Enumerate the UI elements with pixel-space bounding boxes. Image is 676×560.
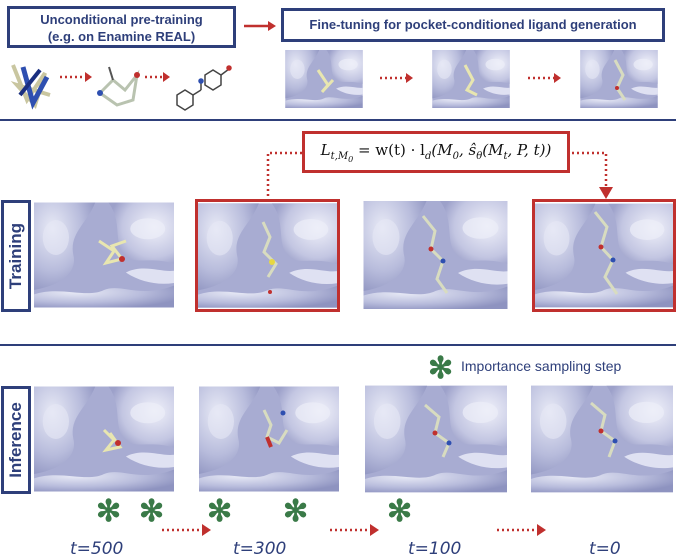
finetuning-box: Fine-tuning for pocket-conditioned ligan… bbox=[281, 8, 665, 42]
pretraining-box: Unconditional pre-training (e.g. on Enam… bbox=[7, 6, 236, 48]
importance-sampling-step-icon: ✻ bbox=[387, 495, 413, 528]
pretraining-title: Unconditional pre-training bbox=[40, 12, 203, 27]
dotted-arrow-1 bbox=[60, 72, 92, 82]
training-panel-4 bbox=[532, 199, 676, 312]
finetune-arrow-2 bbox=[528, 73, 561, 83]
training-panel-3 bbox=[363, 201, 508, 309]
importance-sampling-legend-label: Importance sampling step bbox=[461, 358, 622, 374]
timestep-label-t300: t=300 bbox=[233, 539, 287, 559]
training-panel-2 bbox=[195, 199, 340, 312]
training-label: Training bbox=[6, 222, 25, 290]
importance-sampling-legend-icon: ✻ bbox=[428, 352, 454, 385]
training-section-label: Training bbox=[1, 200, 31, 312]
importance-sampling-step-icon: ✻ bbox=[283, 495, 309, 528]
loss-formula-box: Lt,M0 = w(t) · ld(M0, ŝθ(Mt, P, t)) bbox=[302, 131, 570, 173]
finetune-panel-1 bbox=[285, 50, 363, 108]
inference-arrow-3 bbox=[497, 524, 546, 536]
formula-connectors bbox=[266, 151, 613, 199]
inference-arrow-2 bbox=[330, 524, 379, 536]
inference-panel-t500 bbox=[34, 386, 174, 492]
dotted-arrow-2 bbox=[145, 72, 170, 82]
noisy-molecule-icon bbox=[10, 64, 51, 110]
inference-arrow-1 bbox=[162, 524, 211, 536]
importance-sampling-step-icon: ✻ bbox=[207, 495, 233, 528]
inference-section-label: Inference bbox=[1, 386, 31, 494]
importance-sampling-step-icon: ✻ bbox=[96, 495, 122, 528]
pretrain-to-finetune-arrow bbox=[244, 21, 276, 31]
inference-panel-t100 bbox=[365, 385, 507, 493]
importance-sampling-step-icon: ✻ bbox=[139, 495, 165, 528]
timestep-label-t100: t=100 bbox=[408, 539, 462, 559]
timestep-label-t0: t=0 bbox=[589, 539, 621, 559]
middle-divider bbox=[0, 344, 676, 346]
intermediate-molecule-icon bbox=[97, 66, 140, 107]
clean-molecule-icon bbox=[176, 65, 232, 111]
inference-label: Inference bbox=[6, 402, 25, 478]
finetuning-title: Fine-tuning for pocket-conditioned ligan… bbox=[309, 17, 637, 32]
loss-formula: Lt,M0 = w(t) · ld(M0, ŝθ(Mt, P, t)) bbox=[320, 140, 552, 164]
finetune-arrow-1 bbox=[380, 73, 413, 83]
timestep-label-t500: t=500 bbox=[70, 539, 124, 559]
pretraining-subtitle: (e.g. on Enamine REAL) bbox=[47, 29, 196, 44]
top-divider bbox=[0, 119, 676, 121]
training-panel-1 bbox=[34, 202, 174, 308]
finetune-panel-2 bbox=[432, 50, 510, 108]
finetune-panel-3 bbox=[580, 50, 658, 108]
inference-panel-t300 bbox=[199, 386, 339, 492]
pretraining-molecule-sequence bbox=[10, 64, 232, 111]
inference-panel-t0 bbox=[531, 385, 673, 493]
